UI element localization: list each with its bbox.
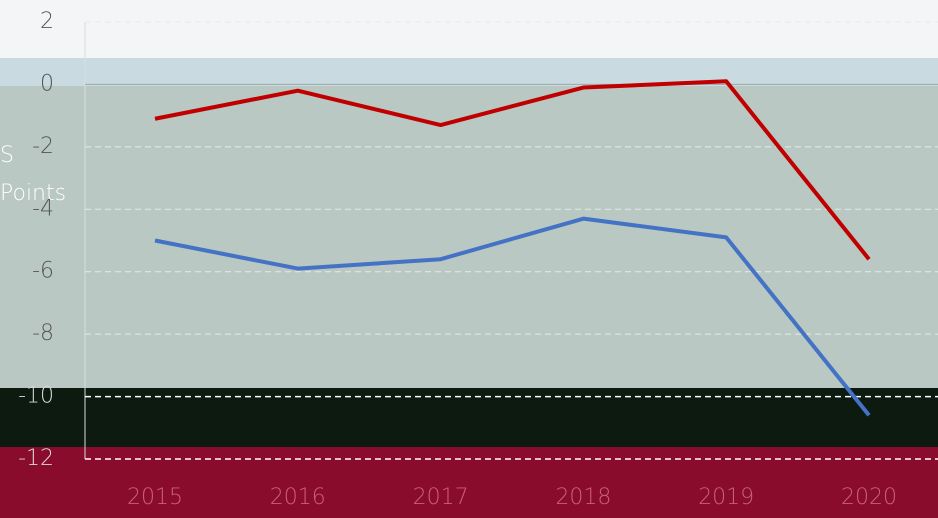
- x-tick-label: 2016: [270, 485, 326, 510]
- y-tick-label: -8: [32, 321, 54, 346]
- x-tick-label: 2017: [413, 485, 469, 510]
- y-tick-label: -2: [32, 134, 54, 159]
- axis-label-fragment: S: [0, 143, 14, 168]
- x-tick-label: 2019: [698, 485, 754, 510]
- x-tick-label: 2018: [555, 485, 611, 510]
- y-tick-label: 2: [40, 9, 54, 34]
- background-band: [0, 58, 938, 86]
- y-tick-label: -12: [18, 446, 54, 471]
- y-tick-label: 0: [40, 71, 54, 96]
- y-tick-label: -4: [32, 196, 54, 221]
- page: S Points -12-10-8-6-4-202201520162017201…: [0, 0, 938, 518]
- y-tick-label: -10: [18, 384, 54, 409]
- background-middle: [0, 86, 938, 388]
- x-tick-label: 2015: [127, 485, 183, 510]
- y-tick-label: -6: [32, 259, 54, 284]
- x-tick-label: 2020: [841, 485, 897, 510]
- chart: S Points -12-10-8-6-4-202201520162017201…: [0, 0, 938, 518]
- background-top: [0, 0, 938, 58]
